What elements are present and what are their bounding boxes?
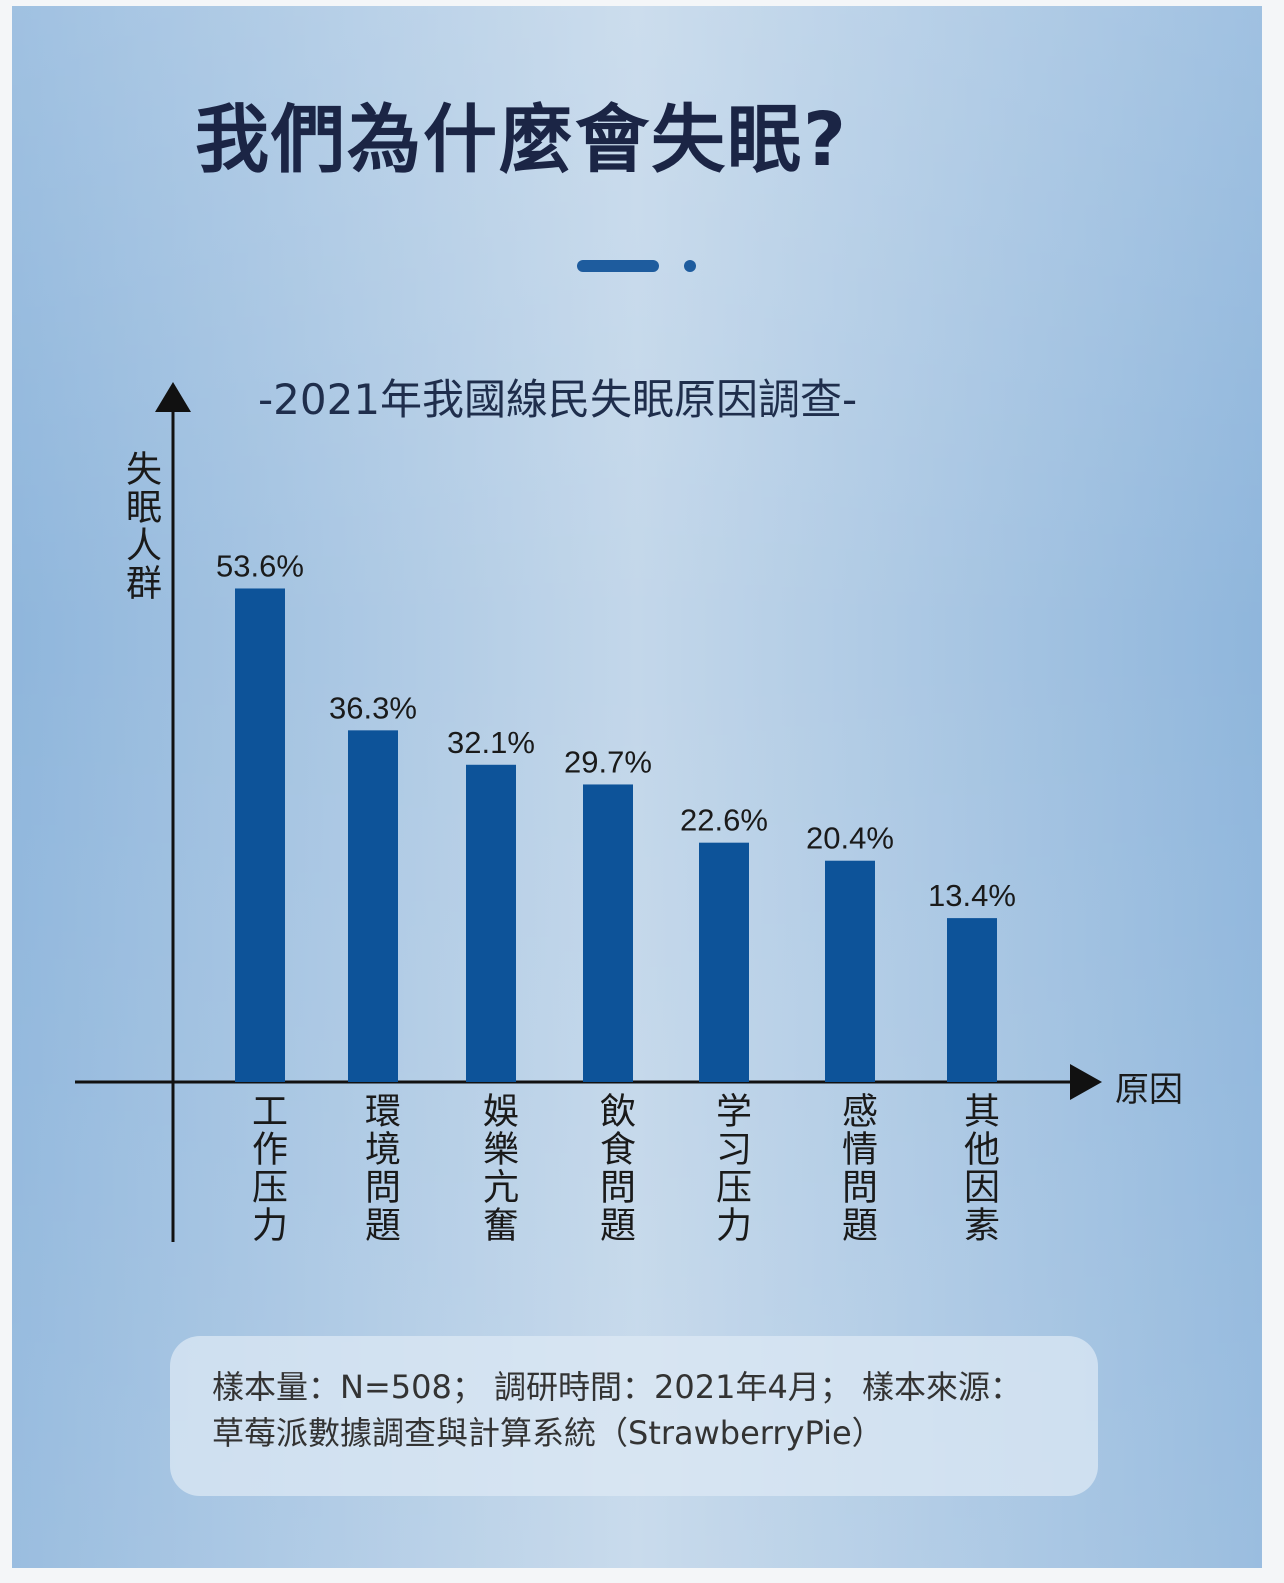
data-label: 29.7% <box>564 744 652 779</box>
decor-dot <box>684 260 696 272</box>
y-axis-label: 失眠人群 <box>120 450 161 602</box>
note-line-2: 草莓派數據調查與計算系統（StrawberryPie） <box>212 1414 884 1452</box>
x-tick-label: 娛樂亢奮 <box>477 1092 518 1244</box>
bar <box>235 588 285 1082</box>
x-tick-label: 学习压力 <box>710 1092 751 1244</box>
bar <box>466 764 516 1082</box>
bar <box>348 730 398 1082</box>
x-tick-label: 環境問題 <box>359 1092 400 1244</box>
note-line-1: 樣本量：N=508； 調研時間：2021年4月； 樣本來源： <box>212 1368 1022 1406</box>
bar <box>947 918 997 1082</box>
data-label: 36.3% <box>329 690 417 725</box>
bar <box>825 860 875 1082</box>
data-label: 13.4% <box>928 878 1016 913</box>
data-label: 32.1% <box>447 725 535 760</box>
x-axis-arrow-icon <box>1070 1064 1102 1100</box>
data-label: 22.6% <box>680 803 768 838</box>
survey-note: 樣本量：N=508； 調研時間：2021年4月； 樣本來源： 草莓派數據調查與計… <box>170 1336 1098 1496</box>
data-label: 53.6% <box>216 548 304 583</box>
y-axis-arrow-icon <box>155 382 191 412</box>
x-tick-label: 其他因素 <box>958 1092 999 1244</box>
x-axis-label: 原因 <box>1115 1070 1183 1110</box>
x-tick-label: 飲食問題 <box>594 1092 635 1244</box>
data-label: 20.4% <box>806 821 894 856</box>
decor-dash <box>577 260 659 272</box>
page-title: 我們為什麼會失眠? <box>195 97 848 183</box>
bar <box>583 784 633 1082</box>
x-tick-label: 工作压力 <box>246 1092 287 1244</box>
chart-title: -2021年我國線民失眠原因調查- <box>258 375 858 424</box>
x-tick-label: 感情問題 <box>836 1092 877 1244</box>
bar <box>699 842 749 1082</box>
